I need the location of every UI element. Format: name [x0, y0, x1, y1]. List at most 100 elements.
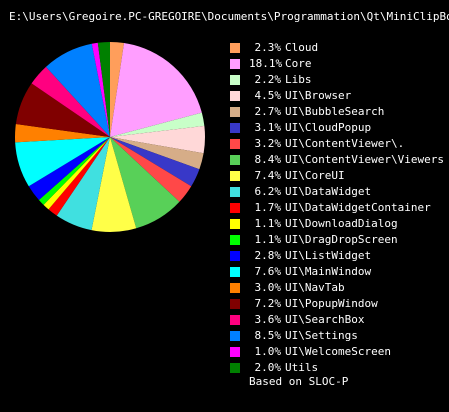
legend-label: UI\CoreUI — [285, 169, 345, 182]
legend-item: 8.5% UI\Settings — [230, 328, 449, 344]
pie-slice-10 — [48, 137, 110, 216]
pie-slice-1 — [110, 43, 202, 137]
legend-swatch — [230, 203, 240, 213]
legend-label: Utils — [285, 361, 319, 374]
legend-swatch — [230, 363, 240, 373]
legend-label: UI\SearchBox — [285, 313, 365, 326]
legend-item: 8.4% UI\ContentViewer\Viewers — [230, 152, 449, 168]
pie-slice-8 — [91, 137, 137, 233]
legend-swatch — [230, 155, 240, 165]
legend-percent: 7.6% — [254, 265, 282, 278]
legend-label: UI\DragDropScreen — [285, 233, 398, 246]
legend-label: UI\CloudPopup — [285, 121, 372, 134]
legend-percent: 1.1% — [254, 217, 282, 230]
legend-percent: 8.5% — [254, 329, 282, 342]
pie-slice-16 — [15, 83, 111, 137]
legend-label: Core — [285, 57, 312, 70]
pie-slice-9 — [56, 137, 110, 231]
legend-item: 2.0% Utils — [230, 360, 449, 376]
legend-percent: 3.6% — [254, 313, 282, 326]
legend-percent: 2.0% — [254, 361, 282, 374]
legend-item: 2.2% Libs — [230, 72, 449, 88]
legend-label: UI\DataWidgetContainer — [285, 201, 431, 214]
legend-item: 6.2% UI\DataWidget — [230, 184, 449, 200]
legend-item: 1.1% UI\DownloadDialog — [230, 216, 449, 232]
pie-slice-11 — [43, 137, 110, 210]
legend-item: 3.0% UI\NavTab — [230, 280, 449, 296]
legend-label: UI\Settings — [285, 329, 358, 342]
legend-swatch — [230, 187, 240, 197]
legend-percent: 4.5% — [254, 89, 282, 102]
legend-item: 7.2% UI\PopupWindow — [230, 296, 449, 312]
legend-label: UI\NavTab — [285, 281, 345, 294]
legend-swatch — [230, 43, 240, 53]
legend-item: 3.6% UI\SearchBox — [230, 312, 449, 328]
legend-label: Libs — [285, 73, 312, 86]
legend-percent: 6.2% — [254, 185, 282, 198]
legend-label: UI\ContentViewer\. — [285, 137, 405, 150]
pie-slice-4 — [110, 137, 204, 170]
legend-swatch — [230, 251, 240, 261]
legend-label: UI\ListWidget — [285, 249, 372, 262]
legend-percent: 2.3% — [254, 41, 282, 54]
pie-slice-17 — [31, 66, 110, 137]
legend-percent: 3.0% — [254, 281, 282, 294]
legend-percent: 3.1% — [254, 121, 282, 134]
legend-label: UI\Browser — [285, 89, 352, 102]
legend-percent: 18.1% — [249, 57, 283, 70]
pie-slice-12 — [38, 137, 110, 205]
legend-label: UI\DataWidget — [285, 185, 372, 198]
chart-footnote: Based on SLOC-P — [249, 375, 349, 388]
legend-item: 7.6% UI\MainWindow — [230, 264, 449, 280]
legend-swatch — [230, 139, 240, 149]
legend-item: 4.5% UI\Browser — [230, 88, 449, 104]
legend-label: UI\BubbleSearch — [285, 105, 385, 118]
legend-label: Cloud — [285, 41, 319, 54]
legend-item: 1.1% UI\DragDropScreen — [230, 232, 449, 248]
legend-percent: 2.7% — [254, 105, 282, 118]
legend-item: 18.1% Core — [230, 56, 449, 72]
pie-slice-15 — [15, 124, 110, 143]
pie-slice-7 — [110, 137, 180, 229]
pie-slice-14 — [15, 137, 110, 187]
legend-swatch — [230, 219, 240, 229]
legend-item: 2.3% Cloud — [230, 40, 449, 56]
pie-slice-6 — [110, 137, 192, 202]
legend-item: 2.8% UI\ListWidget — [230, 248, 449, 264]
legend-swatch — [230, 315, 240, 325]
legend-percent: 1.0% — [254, 345, 282, 358]
legend-percent: 1.7% — [254, 201, 282, 214]
legend-swatch — [230, 347, 240, 357]
legend-swatch — [230, 299, 240, 309]
legend-swatch — [230, 331, 240, 341]
legend-percent: 2.8% — [254, 249, 282, 262]
legend-percent: 1.1% — [254, 233, 282, 246]
legend-swatch — [230, 235, 240, 245]
pie-slice-2 — [110, 112, 205, 137]
legend-swatch — [230, 267, 240, 277]
legend-percent: 3.2% — [254, 137, 282, 150]
legend-label: UI\WelcomeScreen — [285, 345, 391, 358]
pie-slice-20 — [97, 41, 110, 137]
pie-slice-18 — [45, 43, 110, 138]
pie-slice-13 — [28, 137, 110, 201]
legend-item: 1.7% UI\DataWidgetContainer — [230, 200, 449, 216]
legend-percent: 8.4% — [254, 153, 282, 166]
legend-item: 2.7% UI\BubbleSearch — [230, 104, 449, 120]
legend-label: UI\DownloadDialog — [285, 217, 398, 230]
legend-percent: 2.2% — [254, 73, 282, 86]
legend-swatch — [230, 171, 240, 181]
legend-swatch — [230, 59, 240, 69]
legend-percent: 7.2% — [254, 297, 282, 310]
legend-percent: 7.4% — [254, 169, 282, 182]
legend-swatch — [230, 283, 240, 293]
legend-label: UI\PopupWindow — [285, 297, 378, 310]
pie-slice-3 — [110, 125, 206, 154]
legend-swatch — [230, 75, 240, 85]
legend-swatch — [230, 91, 240, 101]
legend-item: 3.1% UI\CloudPopup — [230, 120, 449, 136]
legend-item: 3.2% UI\ContentViewer\. — [230, 136, 449, 152]
legend-item: 1.0% UI\WelcomeScreen — [230, 344, 449, 360]
legend-item: 7.4% UI\CoreUI — [230, 168, 449, 184]
